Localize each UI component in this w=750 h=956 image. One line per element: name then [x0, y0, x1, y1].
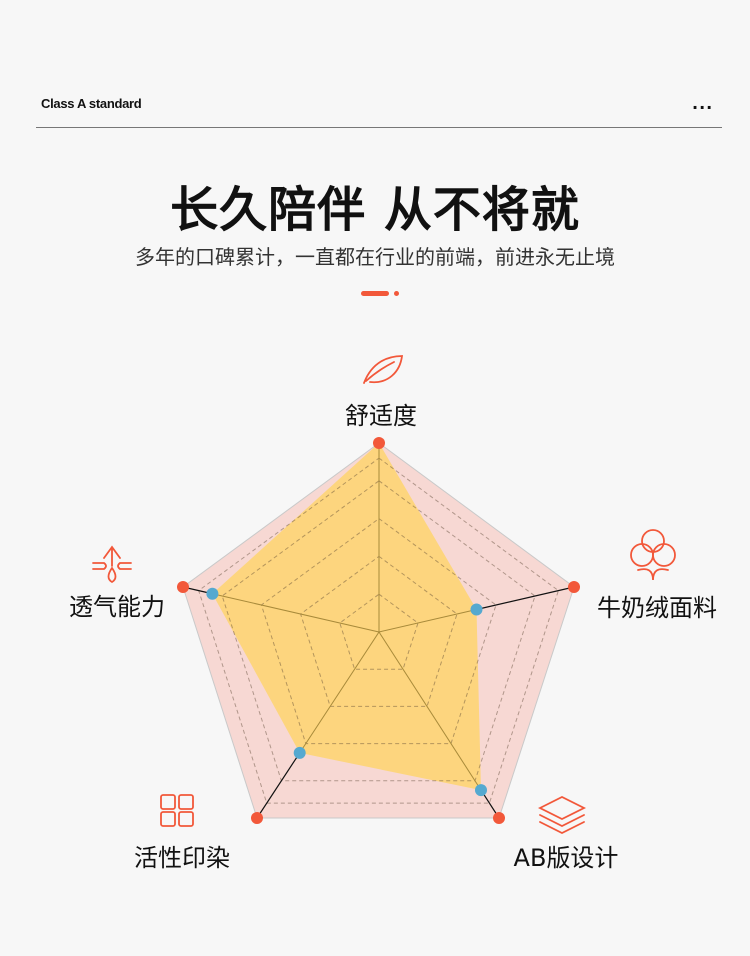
leaf-icon: [363, 355, 404, 384]
brand-label: Class A standard: [41, 96, 142, 111]
page-title: 长久陪伴 从不将就: [170, 182, 580, 238]
value-point: [206, 587, 219, 600]
max-point: [373, 437, 385, 449]
max-point: [493, 812, 505, 824]
layers-icon: [537, 795, 587, 835]
value-point: [470, 603, 483, 616]
grid-ring: [339, 593, 419, 670]
max-point: [177, 581, 189, 593]
max-point: [251, 812, 263, 824]
grid-ring: [260, 517, 497, 745]
max-point: [568, 581, 580, 593]
accent-bar: [361, 291, 389, 296]
axis-label-breathability: 透气能力: [69, 593, 165, 621]
axis-line: [212, 593, 380, 633]
axis-label-fabric: 牛奶绒面料: [597, 594, 717, 622]
grid-ring: [300, 555, 458, 707]
accent-dot: [394, 291, 399, 296]
axis-line: [299, 631, 380, 754]
header-divider: [36, 127, 722, 128]
axis-extension: [256, 752, 301, 819]
axis-line: [378, 609, 477, 633]
cotton-icon: [630, 529, 676, 581]
axis-label-comfort: 舒适度: [345, 402, 417, 430]
grid-icon: [160, 794, 194, 827]
axis-label-design: AB版设计: [513, 844, 619, 872]
value-point: [475, 784, 487, 797]
axis-line: [378, 631, 482, 791]
grid-ring: [198, 457, 559, 804]
breathable-icon: [92, 545, 132, 584]
page-subtitle: 多年的口碑累计，一直都在行业的前端，前进永无止境: [135, 245, 615, 269]
more-menu-button[interactable]: ...: [692, 94, 714, 113]
axis-extension: [476, 586, 575, 611]
grid-ring: [221, 480, 536, 782]
axis-label-dyeing: 活性印染: [134, 844, 230, 872]
value-point: [293, 746, 306, 759]
value-area: [212, 443, 481, 791]
